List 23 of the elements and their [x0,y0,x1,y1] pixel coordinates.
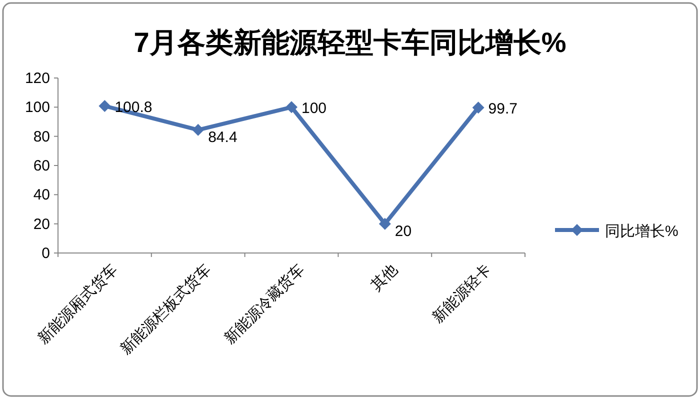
data-label: 100.8 [114,99,152,116]
chart-title: 7月各类新能源轻型卡车同比增长% [134,27,566,58]
y-tick-label: 20 [33,216,50,233]
y-tick-label: 80 [33,128,50,146]
同比增长%: 100.8 84.4 100 20 99.7 [98,99,518,240]
y-tick-label: 40 [33,186,50,204]
legend-label: 同比增长% [605,223,678,240]
x-tick-label: 新能源冷藏货车 [221,261,308,348]
y-tick-label: 120 [24,70,50,87]
x-tick-label: 其他 [368,261,402,294]
data-label: 99.7 [488,100,518,118]
y-tick-label: 0 [42,245,50,262]
point [472,102,484,114]
data-label: 100 [302,100,327,118]
x-tick-label: 新能源轻卡 [429,261,494,326]
point [378,218,391,230]
y-tick-label: 60 [33,158,50,174]
data-label: 84.4 [208,128,238,146]
point [286,101,298,114]
y-tick-label: 100 [24,99,50,116]
point [192,124,204,136]
point [98,100,111,112]
data-label: 20 [394,222,412,240]
